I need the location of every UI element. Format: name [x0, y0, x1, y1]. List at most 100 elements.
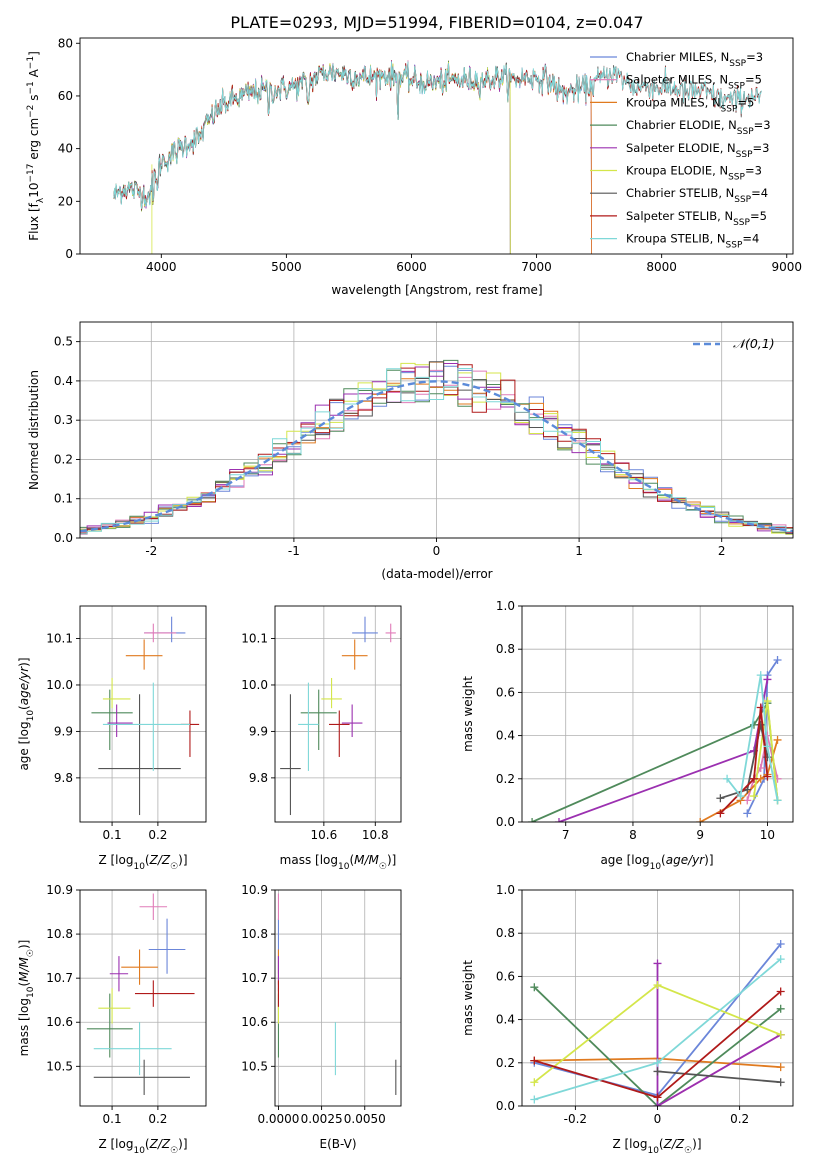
x-axis-label: Z [log10(Z/Z☉)] [612, 1137, 701, 1156]
y-tick-label: 10.7 [241, 971, 268, 985]
figure-title: PLATE=0293, MJD=51994, FIBERID=0104, z=0… [230, 13, 643, 32]
axes-frame [79, 605, 207, 823]
x-tick-label: 8 [629, 828, 637, 842]
y-tick-label: 10.8 [241, 927, 268, 941]
y-tick-label: 0.1 [54, 492, 73, 506]
y-tick-label: 10.6 [241, 1015, 268, 1029]
y-tick-label: 9.8 [54, 771, 73, 785]
normal-curve [80, 380, 793, 533]
plot-residuals: -2 -1 0 1 2 0.0 0.1 0.2 0.3 0.4 0.5 𝒩(0,1) (data-mod… [27, 321, 794, 581]
x-tick-label: 10.8 [362, 828, 389, 842]
weight-marker [773, 796, 782, 805]
weight-marker [776, 987, 785, 996]
x-axis-label: mass [log10(M/M☉)] [280, 853, 397, 872]
weight-marker [696, 818, 705, 822]
y-tick-label: 1.0 [496, 599, 515, 613]
plot-area [91, 616, 200, 816]
weight-marker [653, 959, 662, 968]
plot-area [528, 656, 782, 822]
x-tick-label: 4000 [146, 260, 177, 274]
y-tick-label: 0.5 [54, 335, 73, 349]
x-tick-label: 0.0050 [344, 1112, 386, 1126]
weight-marker [530, 983, 539, 992]
axes-frame [274, 889, 402, 1107]
y-tick-label: 0.3 [54, 413, 73, 427]
y-tick-label: 10.5 [241, 1059, 268, 1073]
spectrum-line [113, 61, 762, 209]
x-tick-label: 0.2 [148, 828, 167, 842]
weight-marker [776, 1030, 785, 1039]
x-tick-label: 10 [760, 828, 775, 842]
legend-label: Kroupa STELIB, NSSP=4 [626, 232, 759, 251]
weight-marker [776, 940, 785, 948]
weight-marker [763, 675, 772, 684]
y-tick-label: 40 [58, 142, 73, 156]
weight-marker [528, 818, 537, 822]
legend-label: Salpeter ELODIE, NSSP=3 [626, 141, 769, 160]
weight-marker [756, 720, 765, 729]
legend-label: Chabrier ELODIE, NSSP=3 [626, 118, 771, 137]
y-axis-label: mass weight [461, 960, 475, 1036]
x-tick-label: -1 [288, 544, 300, 558]
y-tick-label: 0.8 [496, 642, 515, 656]
y-tick-label: 0.2 [496, 772, 515, 786]
weight-marker [653, 981, 662, 990]
weight-marker [756, 671, 765, 680]
y-axis-label: mass weight [461, 676, 475, 752]
histogram-step [80, 364, 793, 534]
y-tick-label: 10.1 [46, 632, 73, 646]
y-tick-label: 0.6 [496, 685, 515, 699]
x-tick-label: 0.1 [103, 828, 122, 842]
x-axis-label: Z [log10(Z/Z☉)] [98, 853, 187, 872]
y-tick-label: 0.4 [496, 729, 515, 743]
x-tick-label: 0.2 [730, 1112, 749, 1126]
y-tick-label: 10.1 [241, 632, 268, 646]
weight-marker [776, 1078, 785, 1087]
x-tick-label: 6000 [396, 260, 427, 274]
x-axis-label: (data-model)/error [381, 567, 492, 581]
y-tick-label: 0.6 [496, 969, 515, 983]
legend-label: 𝒩(0,1) [733, 336, 775, 351]
weight-marker [763, 697, 772, 706]
y-tick-label: 0.0 [496, 815, 515, 829]
y-tick-label: 0.2 [54, 452, 73, 466]
y-axis-label: Normed distribution [27, 370, 41, 490]
weight-marker [776, 1063, 785, 1072]
y-tick-label: 20 [58, 194, 73, 208]
x-axis-label: E(B-V) [319, 1137, 356, 1151]
weight-marker [776, 955, 785, 964]
x-tick-label: 5000 [271, 260, 302, 274]
weight-marker [554, 818, 563, 822]
x-tick-label: 0.0025 [301, 1112, 343, 1126]
plot-area [80, 359, 793, 535]
x-tick-label: 2 [718, 544, 726, 558]
y-tick-label: 0.0 [496, 1099, 515, 1113]
weight-marker [776, 1004, 785, 1013]
plot-area [277, 893, 397, 1095]
axes-frame [79, 889, 207, 1107]
weight-line [558, 679, 769, 822]
legend-label: Kroupa ELODIE, NSSP=3 [626, 164, 762, 183]
x-tick-label: 9 [696, 828, 704, 842]
plot-weight_vs_Z: -0.2 0 0.2 0.0 0.2 0.4 0.6 0.8 1.0 Z [log10(Z/Z☉)… [461, 883, 794, 1156]
weight-marker [653, 1102, 662, 1106]
weight-marker [763, 772, 772, 781]
y-tick-label: 10.7 [46, 971, 73, 985]
x-tick-label: 0 [654, 1112, 662, 1126]
x-axis-label: age [log10(age/yr)] [600, 853, 713, 872]
histogram-step [80, 368, 793, 535]
legend-label: Chabrier STELIB, NSSP=4 [626, 186, 768, 205]
y-tick-label: 9.8 [249, 771, 268, 785]
y-tick-label: 9.9 [54, 724, 73, 738]
x-axis-label: Z [log10(Z/Z☉)] [98, 1137, 187, 1156]
y-tick-label: 10.5 [46, 1059, 73, 1073]
y-tick-label: 10.6 [46, 1015, 73, 1029]
y-tick-label: 10.0 [241, 678, 268, 692]
legend-label: Salpeter STELIB, NSSP=5 [626, 209, 767, 228]
y-tick-label: 9.9 [249, 724, 268, 738]
plot-area [86, 893, 195, 1095]
y-tick-label: 60 [58, 89, 73, 103]
axes-frame [521, 605, 794, 823]
plot-age_vs_mass: 10.6 10.8 9.8 9.9 10.0 10.1 mass [log10(M/M☉)] [241, 605, 402, 872]
